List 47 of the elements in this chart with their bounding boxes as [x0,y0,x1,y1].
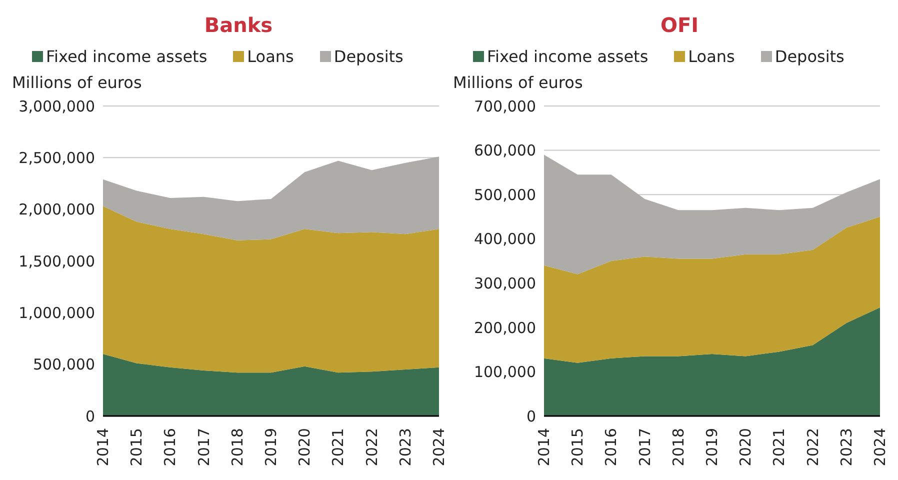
y-tick-label: 0 [85,407,95,426]
y-tick-label: 0 [526,407,536,426]
y-tick-label: 300,000 [474,274,536,292]
y-tick-label: 1,000,000 [18,304,95,322]
x-tick-label: 2015 [128,428,146,466]
x-tick-label: 2020 [736,428,755,466]
x-tick-label: 2019 [703,428,721,466]
x-tick-label: 2022 [804,428,822,466]
y-tick-label: 3,000,000 [18,97,95,116]
x-tick-label: 2023 [396,428,414,466]
y-tick-label: 1,500,000 [18,252,95,270]
y-tick-label: 2,500,000 [18,148,95,167]
y-tick-label: 500,000 [32,356,95,374]
x-tick-label: 2018 [669,428,688,466]
legend-label: Loans [688,46,735,66]
x-tick-label: 2020 [296,428,314,466]
legend-label: Deposits [334,46,404,66]
x-tick-label: 2016 [161,428,180,466]
y-tick-label: 400,000 [474,230,536,248]
x-tick-label: 2017 [194,428,213,466]
y-tick-label: 200,000 [474,318,536,337]
x-tick-label: 2015 [568,428,587,466]
x-tick-label: 2017 [636,428,654,466]
y-tick-label: 100,000 [474,363,536,382]
legend-label: Loans [247,46,294,66]
x-tick-label: 2019 [262,428,280,466]
y-tick-label: 600,000 [474,142,536,160]
y-tick-label: 2,000,000 [18,200,95,219]
chart-title: OFI [659,12,700,39]
legend-label: Fixed income assets [46,46,208,66]
x-tick-label: 2016 [602,428,620,466]
y-axis-title: Millions of euros [12,72,143,94]
y-axis-title: Millions of euros [453,72,584,94]
legend-label: Fixed income assets [487,46,648,66]
x-tick-label: 2014 [535,428,553,466]
y-tick-label: 500,000 [474,186,536,204]
x-tick-label: 2014 [94,428,112,466]
chart-title: Banks [203,12,274,39]
x-tick-label: 2024 [871,428,889,466]
legend-label: Deposits [774,46,844,66]
x-tick-label: 2022 [362,428,381,466]
x-tick-label: 2018 [228,428,246,466]
y-tick-label: 700,000 [474,97,536,116]
x-tick-label: 2023 [837,428,856,466]
x-tick-label: 2024 [430,428,448,466]
x-tick-label: 2021 [770,428,788,466]
x-tick-label: 2021 [329,428,348,466]
